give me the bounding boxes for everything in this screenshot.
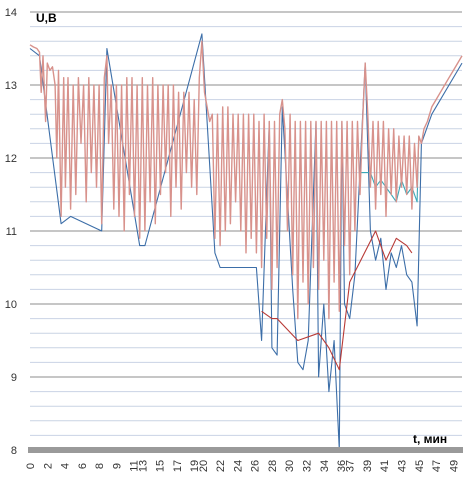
series-line-red: [261, 230, 413, 371]
x-tick-label: 36: [336, 460, 348, 472]
x-tick-label: 22: [215, 460, 227, 472]
x-tick-label: 0: [25, 463, 37, 469]
x-tick-label: 8: [94, 463, 106, 469]
x-tick-label: 15: [155, 460, 167, 472]
y-tick-label: 10: [5, 299, 17, 311]
y-tick-label: 11: [6, 226, 17, 238]
y-tick-label: 9: [11, 372, 17, 384]
x-tick-label: 41: [379, 460, 391, 472]
x-tick-label: 28: [267, 460, 279, 472]
x-tick-label: 13: [137, 460, 149, 472]
y-tick-labels: 8 9 10 11 12 13 14: [5, 7, 17, 457]
x-axis-title: t, мин: [413, 432, 447, 446]
x-tick-label: 20: [198, 460, 210, 472]
x-tick-label: 47: [431, 460, 443, 472]
x-tick-label: 4: [60, 463, 72, 469]
x-tick-label: 9: [111, 463, 123, 469]
x-tick-label: 45: [414, 460, 426, 472]
x-axis-band: [28, 447, 463, 453]
y-axis-title: U,B: [36, 11, 57, 25]
x-tick-label: 19: [189, 460, 201, 472]
x-tick-label: 43: [397, 460, 409, 472]
x-tick-label: 11: [129, 460, 141, 471]
y-tick-label: 13: [5, 80, 17, 92]
x-tick-label: 2: [42, 463, 54, 469]
x-tick-label: 37: [345, 460, 357, 472]
y-tick-label: 12: [5, 153, 17, 165]
x-tick-label: 26: [250, 460, 262, 472]
series-layer: [29, 33, 463, 451]
x-tick-label: 30: [284, 460, 296, 472]
major-gridlines: [30, 11, 462, 451]
x-tick-label: 24: [232, 460, 244, 472]
series-line-pink: [29, 40, 463, 320]
x-tick-label: 6: [77, 463, 89, 469]
x-tick-label: 32: [301, 460, 313, 472]
x-tick-label: 17: [172, 460, 184, 472]
x-tick-label: 34: [319, 460, 331, 472]
x-tick-label: 39: [362, 460, 374, 472]
y-tick-label: 8: [11, 445, 17, 457]
x-tick-label: 49: [448, 460, 460, 472]
y-tick-label: 14: [5, 7, 17, 19]
